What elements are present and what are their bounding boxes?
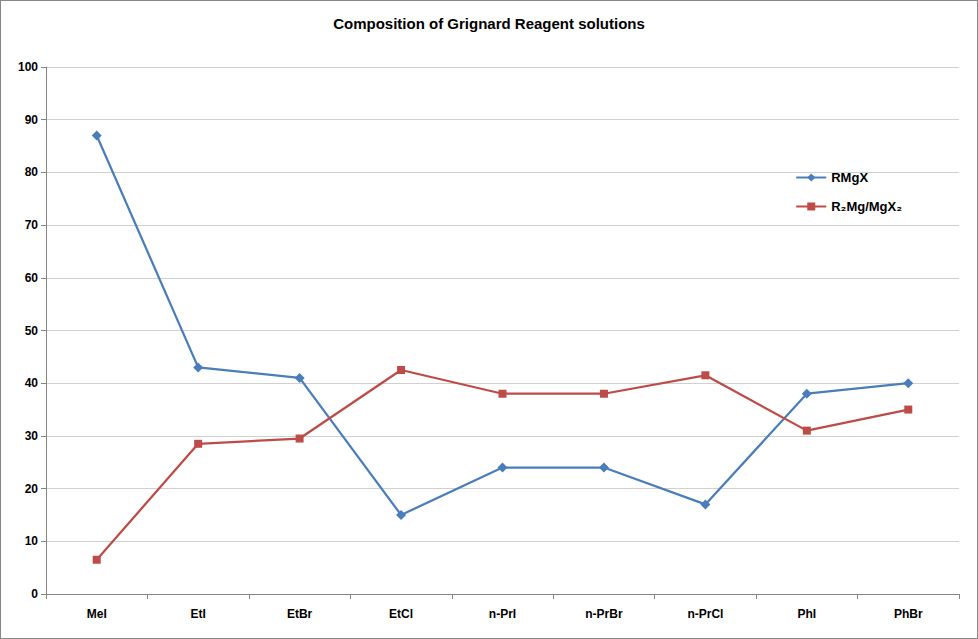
svg-text:PhI: PhI xyxy=(797,607,816,621)
svg-text:50: 50 xyxy=(25,324,39,338)
svg-text:70: 70 xyxy=(25,218,39,232)
svg-text:EtI: EtI xyxy=(190,607,205,621)
svg-text:RMgX: RMgX xyxy=(831,170,868,185)
svg-text:90: 90 xyxy=(25,113,39,127)
svg-text:Composition of Grignard Reagen: Composition of Grignard Reagent solution… xyxy=(333,15,645,32)
svg-text:R₂Mg/MgX₂: R₂Mg/MgX₂ xyxy=(831,199,902,214)
svg-text:10: 10 xyxy=(25,534,39,548)
svg-text:0: 0 xyxy=(31,587,38,601)
svg-text:n-PrBr: n-PrBr xyxy=(585,607,623,621)
svg-text:EtCl: EtCl xyxy=(389,607,413,621)
svg-text:40: 40 xyxy=(25,376,39,390)
svg-text:n-PrCl: n-PrCl xyxy=(687,607,723,621)
svg-text:PhBr: PhBr xyxy=(894,607,923,621)
svg-text:100: 100 xyxy=(18,60,38,74)
svg-text:20: 20 xyxy=(25,482,39,496)
svg-text:30: 30 xyxy=(25,429,39,443)
svg-text:MeI: MeI xyxy=(87,607,107,621)
svg-text:EtBr: EtBr xyxy=(287,607,313,621)
svg-text:60: 60 xyxy=(25,271,39,285)
svg-text:n-PrI: n-PrI xyxy=(489,607,516,621)
svg-text:80: 80 xyxy=(25,165,39,179)
